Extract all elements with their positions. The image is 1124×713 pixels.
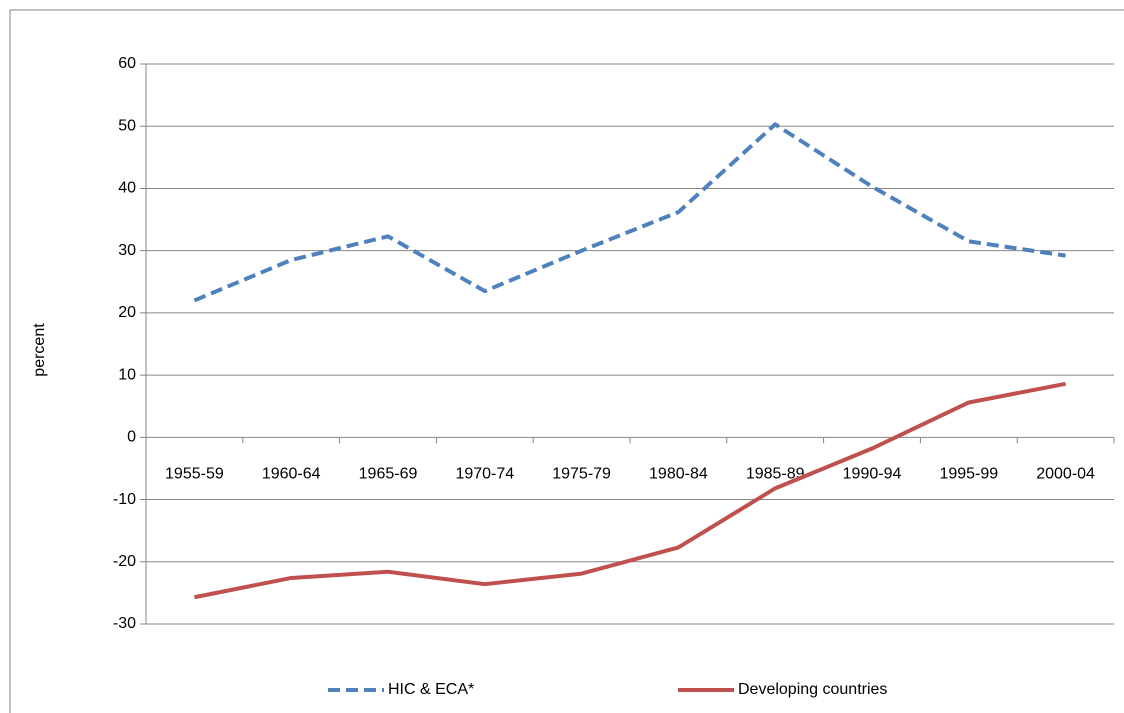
y-tick-label: 40 bbox=[118, 180, 136, 197]
series-line bbox=[193, 122, 1066, 303]
y-tick-label: 30 bbox=[118, 242, 136, 259]
y-tick-label: 60 bbox=[118, 55, 136, 72]
y-tick-label: -20 bbox=[113, 553, 136, 570]
x-tick-label: 1970-74 bbox=[455, 466, 514, 483]
y-tick-label: 0 bbox=[127, 429, 136, 446]
x-tick-label: 1965-69 bbox=[359, 466, 418, 483]
legend-label: Developing countries bbox=[738, 681, 887, 698]
x-tick-label: 1960-64 bbox=[262, 466, 321, 483]
series-line bbox=[194, 381, 1066, 600]
x-tick-label: 1990-94 bbox=[843, 466, 902, 483]
chart-border bbox=[9, 9, 1124, 713]
x-tick-label: 1980-84 bbox=[649, 466, 708, 483]
x-tick-label: 2000-04 bbox=[1036, 466, 1095, 483]
y-tick-label: 50 bbox=[118, 117, 136, 134]
y-tick-label: -10 bbox=[113, 491, 136, 508]
y-axis-label: percent bbox=[31, 323, 48, 377]
y-tick-label: 20 bbox=[118, 304, 136, 321]
x-tick-label: 1975-79 bbox=[552, 466, 611, 483]
x-tick-label: 1955-59 bbox=[165, 466, 224, 483]
legend-label: HIC & ECA* bbox=[388, 681, 474, 698]
x-tick-label: 1985-89 bbox=[746, 466, 805, 483]
y-tick-label: 10 bbox=[118, 366, 136, 383]
x-tick-label: 1995-99 bbox=[939, 466, 998, 483]
y-tick-label: -30 bbox=[113, 615, 136, 632]
